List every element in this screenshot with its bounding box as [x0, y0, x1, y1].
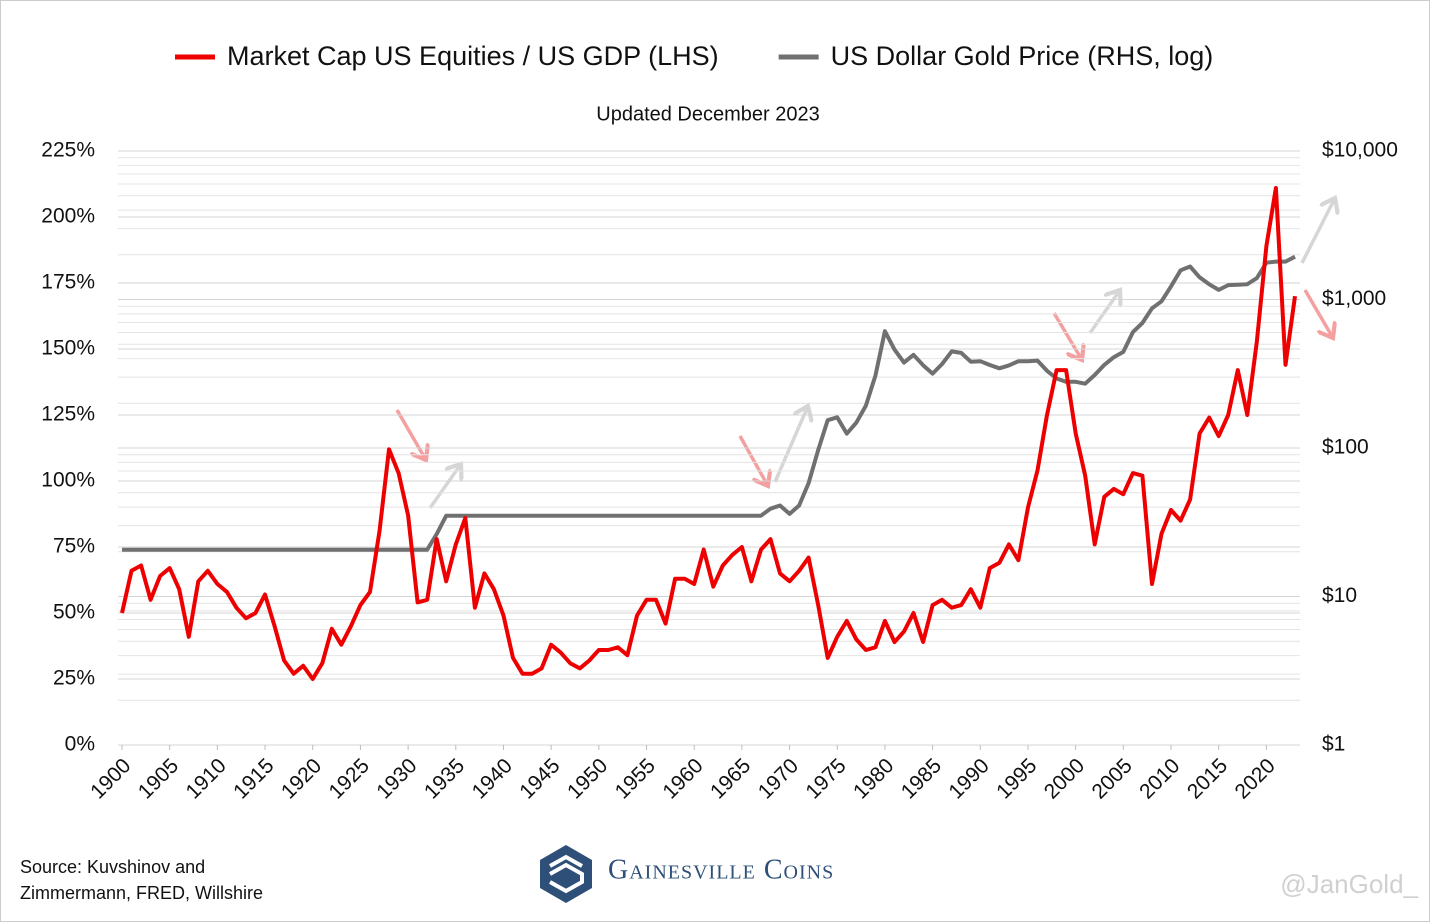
y2-tick-label: $10: [1322, 584, 1357, 607]
y-tick-label: 175%: [41, 271, 95, 294]
legend-label: Market Cap US Equities / US GDP (LHS): [227, 41, 719, 71]
watermark: @JanGold_: [1280, 869, 1418, 899]
y-tick-label: 225%: [41, 139, 95, 162]
x-tick-label: 1900: [86, 754, 135, 803]
series-line: [122, 254, 1296, 552]
x-tick-label: 1935: [420, 754, 469, 803]
x-tick-label: 1980: [849, 754, 898, 803]
x-tick-label: 1960: [658, 754, 707, 803]
y-tick-label: 50%: [53, 601, 95, 624]
y-tick-label: 25%: [53, 667, 95, 690]
x-tick-label: 1910: [182, 754, 231, 803]
legend-label: US Dollar Gold Price (RHS, log): [831, 41, 1214, 71]
y-tick-label: 150%: [41, 337, 95, 360]
brand-name: Gainesville Coins: [608, 854, 834, 885]
grid: [118, 150, 1300, 746]
y-tick-label: 200%: [41, 205, 95, 228]
x-tick-label: 1920: [277, 754, 326, 803]
x-tick-label: 2005: [1088, 754, 1137, 803]
x-tick-label: 2020: [1231, 754, 1280, 803]
x-tick-label: 1955: [611, 754, 660, 803]
y2-tick-label: $100: [1322, 436, 1369, 459]
x-tick-label: 1950: [563, 754, 612, 803]
x-tick-label: 1930: [372, 754, 421, 803]
x-tick-label: 1990: [944, 754, 993, 803]
x-tick-label: 1945: [515, 754, 564, 803]
x-tick-label: 1925: [325, 754, 374, 803]
y2-tick-label: $1,000: [1322, 287, 1386, 310]
series-line: [120, 186, 1297, 681]
x-tick-label: 2010: [1135, 754, 1184, 803]
brand-logo: [540, 845, 592, 903]
y-tick-label: 0%: [65, 733, 95, 756]
x-tick-label: 2000: [1040, 754, 1089, 803]
x-tick-label: 1915: [229, 754, 278, 803]
x-tick-label: 2015: [1183, 754, 1232, 803]
y-tick-label: 75%: [53, 535, 95, 558]
y2-tick-label: $1: [1322, 733, 1345, 756]
source-note: Source: Kuvshinov and Zimmermann, FRED, W…: [20, 857, 263, 903]
subtitle: Updated December 2023: [596, 103, 819, 125]
x-tick-label: 1970: [754, 754, 803, 803]
x-tick-label: 1985: [897, 754, 946, 803]
x-tick-label: 1965: [706, 754, 755, 803]
x-tick-label: 1995: [992, 754, 1041, 803]
y-tick-label: 125%: [41, 403, 95, 426]
y-tick-label: 100%: [41, 469, 95, 492]
x-tick-label: 1940: [468, 754, 517, 803]
x-tick-label: 1975: [801, 754, 850, 803]
x-tick-label: 1905: [134, 754, 183, 803]
y2-tick-label: $10,000: [1322, 139, 1398, 162]
